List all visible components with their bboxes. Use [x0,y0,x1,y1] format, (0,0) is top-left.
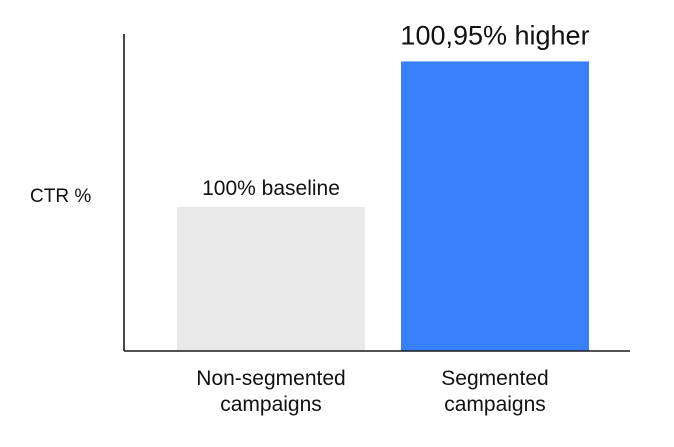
x-tick-label-segmented-line1: Segmented [441,367,548,390]
x-tick-label-segmented-line2: campaigns [444,393,546,416]
x-tick-label-non-segmented-line2: campaigns [220,393,322,416]
data-label-non-segmented: 100% baseline [202,177,340,200]
bars-group [177,61,589,352]
x-tick-labels-group: Non-segmented campaigns Segmented campaigns [196,367,548,416]
y-axis-label: CTR % [30,186,91,207]
bar-segmented [401,61,589,352]
x-tick-label-non-segmented-line1: Non-segmented [196,367,345,390]
data-labels-group: 100% baseline 100,95% higher [202,20,589,199]
data-label-segmented: 100,95% higher [400,20,589,50]
bar-non-segmented [177,206,365,351]
